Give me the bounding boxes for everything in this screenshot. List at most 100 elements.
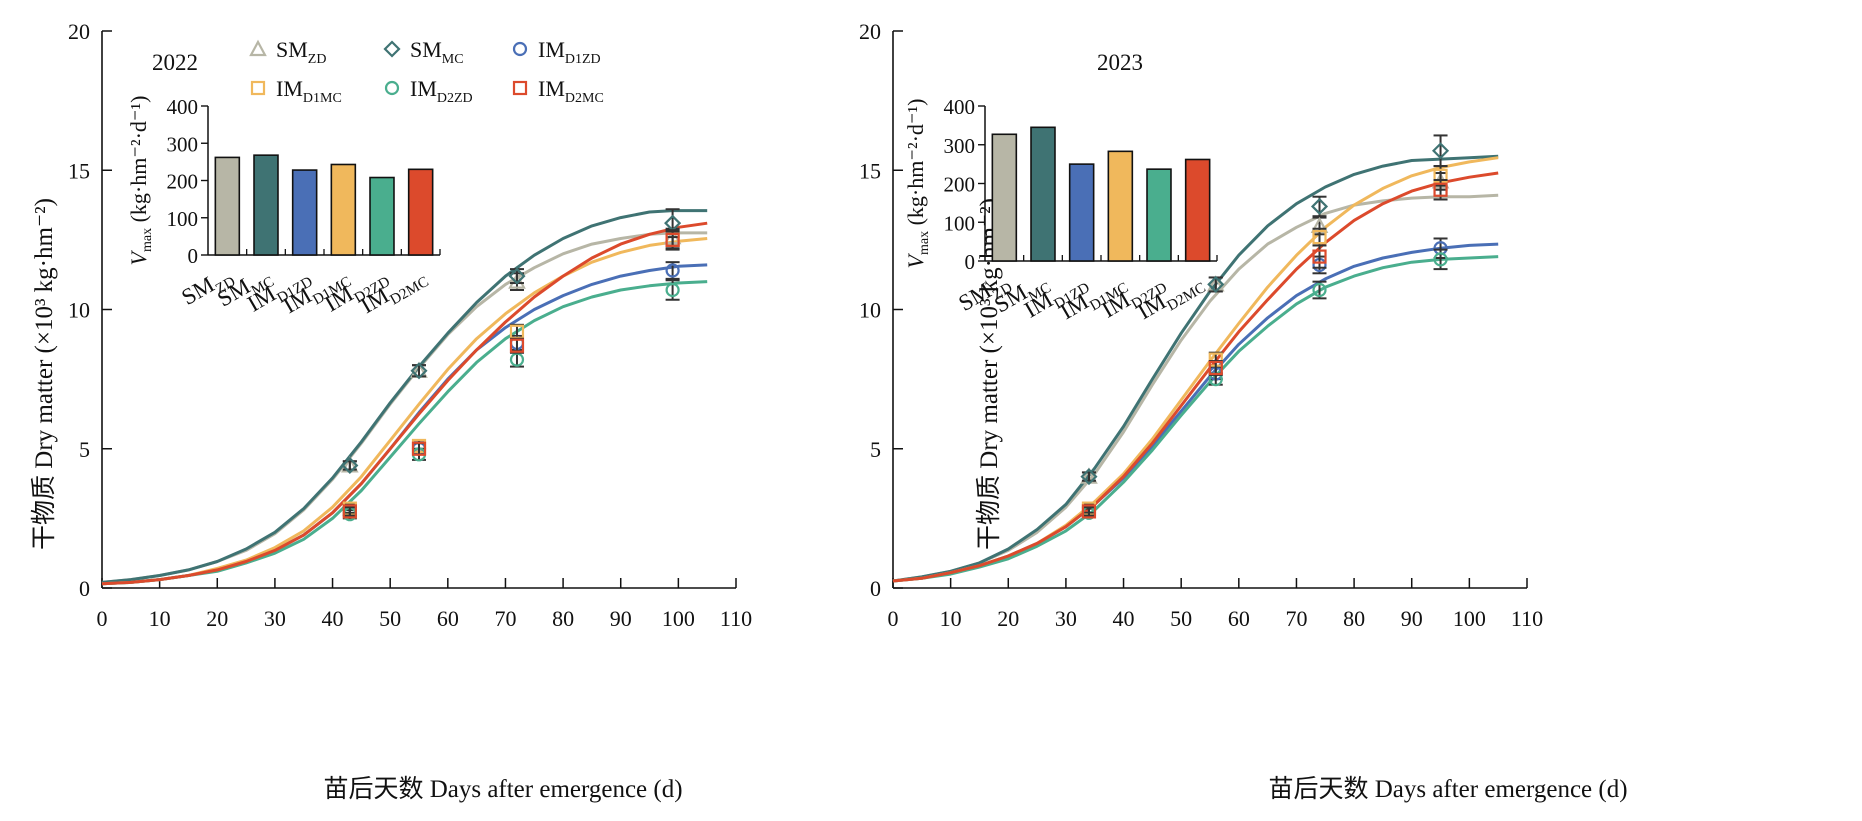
inset-category-label: IMD2MC (356, 262, 431, 323)
data-point (1431, 142, 1450, 160)
x-tick-label: 40 (322, 606, 344, 631)
inset-y-tick-label: 400 (944, 95, 976, 119)
panel-2022: 2022 苗后天数 Days after emergence (d) 干物质 D… (30, 19, 752, 803)
legend-marker (384, 80, 400, 96)
fitted-curves (101, 209, 708, 586)
y-tick-label: 20 (68, 19, 90, 44)
y-tick-label: 10 (68, 298, 90, 323)
legend-marker (512, 41, 528, 57)
inset-bar-im-d1zd (291, 169, 318, 256)
data-point (1081, 504, 1097, 519)
legend-marker (249, 39, 267, 57)
data-point (1312, 229, 1327, 245)
error-bar (1081, 471, 1096, 482)
data-point (1433, 182, 1448, 197)
y-axis-title: 干物质 Dry matter (×10³ kg·hm⁻²) (30, 198, 58, 550)
y-tick-label: 5 (79, 437, 90, 462)
x-tick-label: 0 (888, 606, 899, 631)
main-axes: 0 10 20 30 40 50 60 70 80 90 100 110 0 5 10 15 20 (859, 19, 1543, 631)
legend-label: IMD1MC (276, 76, 342, 106)
curve-sm-mc (101, 209, 708, 584)
legend: SMZD SMMC IMD1ZD IMD1MC IMD2ZD IMD2MC (249, 37, 604, 106)
inset-bar-sm-mc (1030, 126, 1056, 262)
panel-label: 2023 (1097, 50, 1143, 75)
x-tick-label: 100 (1453, 606, 1486, 631)
main-axes: 0 10 20 30 40 50 60 70 80 90 100 110 0 5 10 15 20 (68, 19, 752, 631)
error-bar (342, 460, 357, 471)
x-tick-label: 110 (1511, 606, 1543, 631)
inset-y-tick-label: 100 (167, 207, 199, 231)
x-tick-label: 30 (264, 606, 286, 631)
inset-y-tick-label: 300 (167, 132, 199, 156)
x-tick-label: 80 (552, 606, 574, 631)
curve-im-d2mc (101, 221, 708, 586)
inset-bar-sm-zd (991, 133, 1018, 262)
fitted-curves (892, 154, 1499, 583)
inset-y-axis-title: Vmax (kg·hm⁻²·d⁻¹) (126, 96, 155, 266)
observed-points (1080, 134, 1450, 520)
inset-bar-im-d1mc (330, 163, 357, 256)
y-tick-label: 15 (859, 158, 881, 183)
x-axis-title: 苗后天数 Days after emergence (d) (1268, 775, 1627, 803)
x-tick-label: 60 (437, 606, 459, 631)
vmax-inset-bar-chart: 0100200300400SMZDSMMCIMD1ZDIMD1MCIMD2ZDI… (903, 95, 1218, 324)
inset-y-tick-label: 400 (167, 95, 199, 119)
x-tick-label: 50 (1170, 606, 1192, 631)
data-point (508, 267, 526, 285)
legend-label: SMMC (410, 37, 464, 67)
error-bar (342, 506, 357, 517)
legend-label: IMD2ZD (410, 76, 473, 106)
inset-y-tick-label: 200 (167, 170, 199, 194)
y-tick-label: 0 (870, 576, 881, 601)
x-tick-label: 70 (1285, 606, 1307, 631)
x-tick-label: 90 (1401, 606, 1423, 631)
curve-im-d2mc (892, 171, 1499, 583)
data-point (411, 441, 427, 456)
data-point (1208, 360, 1223, 376)
error-bar (1433, 134, 1448, 168)
inset-y-tick-label: 300 (944, 134, 976, 158)
panel-2023: 2023 苗后天数 Days after emergence (d) 干物质 D… (859, 19, 1628, 803)
data-point (1312, 282, 1327, 298)
curve-im-d2zd (892, 255, 1499, 583)
x-tick-label: 30 (1055, 606, 1077, 631)
observed-points (340, 208, 682, 522)
inset-bar-im-d2mc (1184, 158, 1211, 262)
y-tick-label: 20 (859, 19, 881, 44)
x-tick-label: 50 (379, 606, 401, 631)
data-point (1310, 197, 1329, 216)
data-point (1080, 468, 1098, 486)
inset-bar-sm-mc (253, 154, 279, 256)
data-point (1312, 249, 1327, 264)
inset-bar-im-d1mc (1107, 150, 1134, 262)
vmax-inset-bar-chart: 0100200300400SMZDSMMCIMD1ZDIMD1MCIMD2ZDI… (126, 95, 441, 323)
error-bar (1081, 506, 1096, 517)
inset-bar-im-d2mc (407, 168, 434, 256)
data-point (665, 232, 680, 247)
curve-sm-mc (892, 154, 1499, 583)
legend-label: SMZD (276, 37, 326, 67)
data-point (1433, 252, 1448, 267)
inset-y-tick-label: 200 (944, 173, 976, 197)
x-tick-label: 70 (494, 606, 516, 631)
inset-bar-im-d2zd (1146, 168, 1172, 262)
inset-y-tick-label: 0 (188, 244, 199, 268)
x-tick-label: 90 (610, 606, 632, 631)
x-tick-label: 80 (1343, 606, 1365, 631)
inset-bar-im-d2zd (369, 176, 395, 256)
y-tick-label: 0 (79, 576, 90, 601)
panel-label: 2022 (152, 50, 198, 75)
inset-y-tick-label: 100 (944, 211, 976, 235)
x-axis-title: 苗后天数 Days after emergence (d) (323, 775, 682, 803)
inset-y-axis-title: Vmax (kg·hm⁻²·d⁻¹) (903, 99, 932, 269)
data-point (508, 272, 526, 289)
data-point (410, 362, 428, 380)
y-tick-label: 15 (68, 158, 90, 183)
inset-y-tick-label: 0 (965, 250, 976, 274)
legend-label: IMD2MC (538, 76, 604, 106)
inset-bar-sm-zd (214, 156, 241, 256)
data-point (342, 504, 357, 519)
error-bar (1312, 244, 1327, 269)
x-tick-label: 20 (997, 606, 1019, 631)
